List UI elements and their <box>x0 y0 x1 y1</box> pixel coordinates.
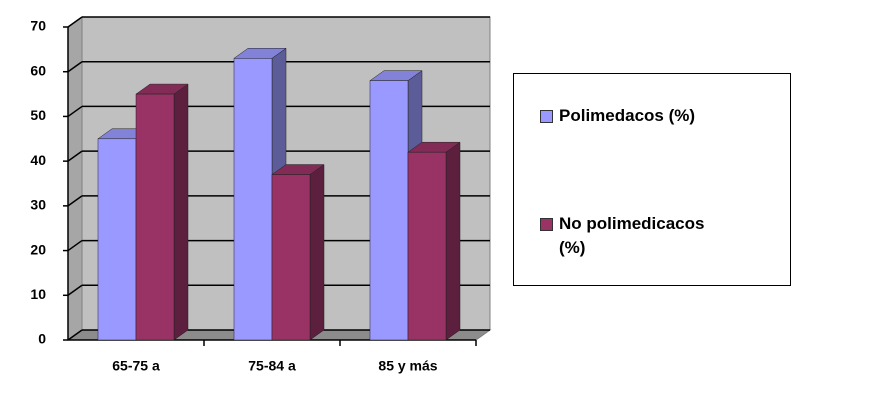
y-tick-label: 20 <box>30 241 46 257</box>
grid-line <box>67 195 83 207</box>
y-tick-label: 50 <box>30 107 46 123</box>
bar <box>369 80 409 341</box>
side-wall <box>67 16 83 341</box>
bar <box>233 58 273 341</box>
grid-line <box>67 239 83 252</box>
y-tick-label: 40 <box>30 152 46 168</box>
grid-line <box>67 284 83 296</box>
legend-swatch <box>540 110 553 123</box>
legend-label: Polimedacos (%) <box>559 106 696 125</box>
legend: Polimedacos (%) No polimedicacos (%) <box>513 73 791 286</box>
bar <box>271 174 311 341</box>
grid-line <box>67 150 83 162</box>
y-tick-label: 70 <box>30 18 46 34</box>
y-tick-label: 60 <box>30 62 46 78</box>
y-tick-label: 30 <box>30 197 46 213</box>
bar <box>97 138 137 341</box>
bar <box>407 151 447 341</box>
bar-side <box>445 141 461 341</box>
legend-entry: No polimedicacos (%) <box>540 212 770 260</box>
legend-label: No polimedicacos (%) <box>559 214 705 257</box>
y-tick-label: 10 <box>30 286 46 302</box>
grid-line <box>67 61 83 73</box>
bar-side <box>309 164 325 341</box>
grid-line <box>67 329 83 341</box>
grid-line <box>67 105 83 118</box>
legend-swatch <box>540 218 553 231</box>
bar-side <box>173 83 189 341</box>
x-tick-label: 85 y más <box>378 358 437 374</box>
x-tick-label: 75-84 a <box>248 358 296 374</box>
grid-line <box>67 16 83 28</box>
x-tick-label: 65-75 a <box>112 358 160 374</box>
bar <box>135 93 175 341</box>
y-tick-label: 0 <box>38 331 46 347</box>
legend-entry: Polimedacos (%) <box>540 104 770 128</box>
